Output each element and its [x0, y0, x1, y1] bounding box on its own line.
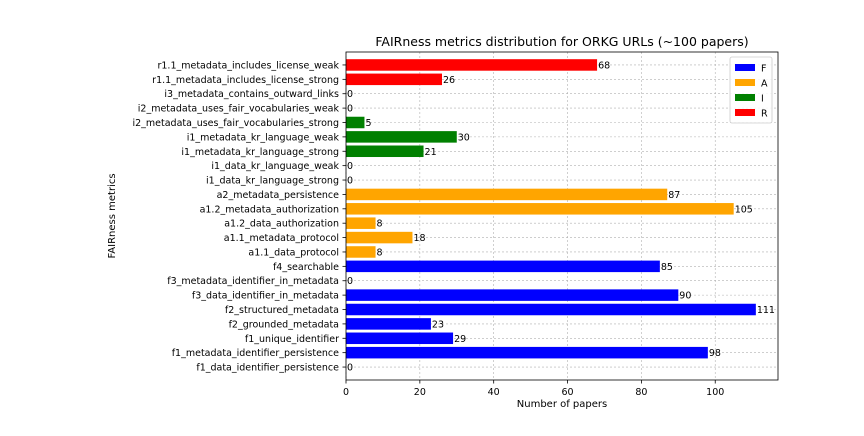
y-tick-label: a1.2_metadata_authorization — [200, 204, 339, 215]
y-tick-label: f1_unique_identifier — [245, 334, 339, 345]
y-tick-label: f3_data_identifier_in_metadata — [192, 291, 339, 302]
bar-f2_grounded_metadata — [346, 318, 431, 330]
bar-a1.2_metadata_authorization — [346, 203, 734, 215]
bar-a1.2_data_authorization — [346, 217, 376, 229]
bar-f1_metadata_identifier_persistence — [346, 346, 708, 359]
bar-value-label: 0 — [347, 363, 353, 374]
legend-box — [729, 56, 773, 124]
legend-label: F — [761, 64, 766, 75]
bars: 0 98 29 23 111 90 0 85 8 18 8 105 87 0 0 21 30 5 0 0 26 68 — [346, 59, 775, 374]
bar-i2_metadata_uses_fair_vocabularies_strong — [346, 116, 365, 129]
bar-value-label: 111 — [757, 305, 775, 316]
y-tick-label: f1_metadata_identifier_persistence — [172, 348, 339, 359]
y-tick-label: f1_data_identifier_persistence — [196, 363, 339, 374]
bar-value-label: 0 — [347, 104, 353, 115]
bar-a1.1_data_protocol — [346, 246, 376, 258]
y-tick-label: r1.1_metadata_includes_license_weak — [157, 60, 339, 71]
bar-value-label: 0 — [347, 276, 353, 287]
y-tick-label: r1.1_metadata_includes_license_strong — [152, 75, 339, 86]
legend-label: A — [761, 79, 768, 90]
bar-value-label: 90 — [679, 291, 691, 302]
legend-label: R — [761, 109, 768, 120]
y-tick-label: i2_metadata_uses_fair_vocabularies_stron… — [132, 118, 339, 129]
axes: f1_data_identifier_persistence f1_metadat… — [132, 51, 779, 398]
y-tick-label: a1.1_data_protocol — [248, 247, 339, 258]
legend-swatch-R — [735, 109, 755, 116]
y-tick-label: a1.1_metadata_protocol — [224, 233, 339, 244]
bar-value-label: 23 — [432, 319, 444, 330]
bar-value-label: 5 — [365, 118, 371, 129]
y-tick-label: i1_data_kr_language_weak — [211, 161, 339, 172]
bar-value-label: 26 — [443, 75, 455, 86]
x-tick-label: 80 — [635, 387, 647, 398]
y-tick-label: f4_searchable — [273, 262, 339, 273]
y-tick-label: f3_metadata_identifier_in_metadata — [167, 276, 339, 287]
y-tick-label: i2_metadata_uses_fair_vocabularies_weak — [138, 104, 340, 115]
plot-frame — [345, 51, 779, 381]
bar-value-label: 29 — [454, 334, 466, 345]
bar-i1_metadata_kr_language_weak — [346, 131, 457, 143]
bar-value-label: 0 — [347, 176, 353, 187]
legend-swatch-F — [735, 64, 755, 71]
bar-value-label: 0 — [347, 161, 353, 172]
bar-f4_searchable — [346, 260, 660, 273]
bar-value-label: 18 — [413, 233, 425, 244]
x-tick-label: 20 — [414, 387, 426, 398]
x-tick-label: 60 — [561, 387, 573, 398]
x-tick-label: 40 — [488, 387, 500, 398]
bar-f1_unique_identifier — [346, 332, 454, 345]
chart-title: FAIRness metrics distribution for ORKG U… — [375, 34, 748, 49]
y-tick-label: i1_metadata_kr_language_strong — [181, 147, 339, 158]
bar-a1.1_metadata_protocol — [346, 231, 413, 244]
bar-value-label: 21 — [425, 147, 437, 158]
bar-value-label: 30 — [458, 132, 470, 143]
x-tick-label: 0 — [343, 387, 349, 398]
y-tick-label: i3_metadata_contains_outward_links — [164, 89, 339, 100]
bar-f3_data_identifier_in_metadata — [346, 289, 679, 301]
bar-value-label: 0 — [347, 89, 353, 100]
bar-r1.1_metadata_includes_license_weak — [346, 59, 598, 71]
legend-swatch-I — [735, 94, 755, 101]
y-tick-label: f2_structured_metadata — [225, 305, 339, 316]
bar-value-label: 105 — [735, 204, 753, 215]
bar-a2_metadata_persistence — [346, 188, 668, 201]
bar-r1.1_metadata_includes_license_strong — [346, 73, 442, 86]
legend-label: I — [761, 94, 764, 105]
legend-swatch-A — [735, 79, 755, 86]
x-tick-label: 100 — [706, 387, 724, 398]
grid-lines — [345, 52, 778, 380]
y-tick-label: a1.2_data_authorization — [224, 219, 339, 230]
bar-f2_structured_metadata — [346, 303, 756, 316]
bar-value-label: 8 — [377, 247, 383, 258]
bar-value-label: 85 — [661, 262, 673, 273]
bar-value-label: 68 — [598, 60, 610, 71]
bar-value-label: 98 — [709, 348, 721, 359]
y-tick-label: f2_grounded_metadata — [229, 319, 339, 330]
bar-value-label: 8 — [377, 219, 383, 230]
legend: FAIR — [729, 56, 773, 124]
y-tick-label: i1_metadata_kr_language_weak — [187, 132, 340, 143]
y-tick-label: i1_data_kr_language_strong — [206, 176, 339, 187]
y-tick-label: a2_metadata_persistence — [217, 190, 340, 201]
bar-value-label: 87 — [668, 190, 680, 201]
y-axis-label: FAIRness metrics — [107, 173, 118, 258]
x-axis-label: Number of papers — [517, 399, 607, 410]
bar-i1_metadata_kr_language_strong — [346, 145, 424, 158]
